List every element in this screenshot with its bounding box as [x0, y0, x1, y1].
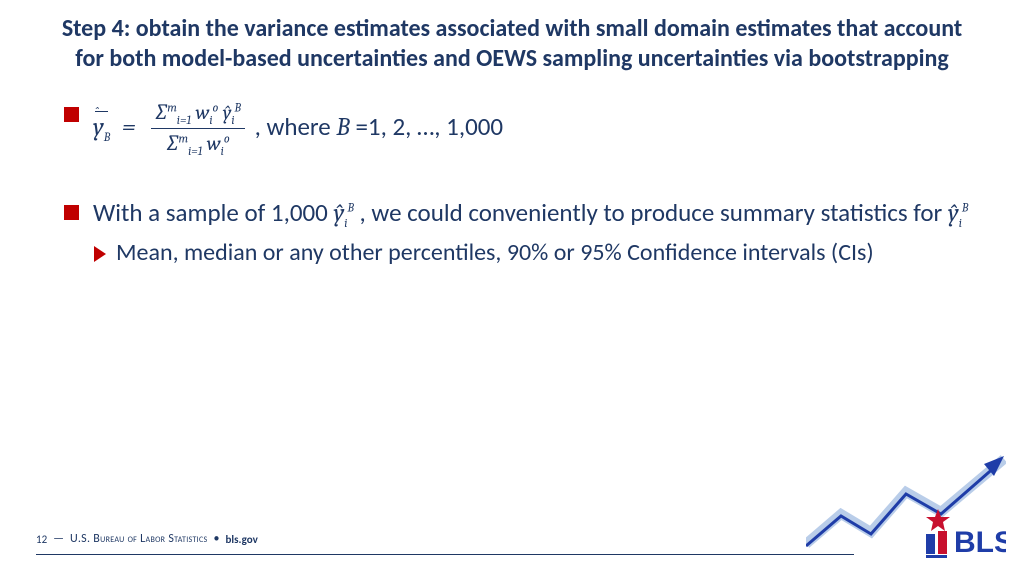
sub-bullet-1-text: Mean, median or any other percentiles, 9… [116, 237, 874, 268]
slide-body: ̂yB = ∑mi=1 wio ŷiB ∑mi=1 wio , where B … [0, 82, 1024, 268]
numerator: ∑mi=1 wio ŷiB [151, 98, 245, 128]
yhat-iB-1: ŷiB [334, 199, 354, 228]
page-number: 12 [36, 533, 47, 546]
bullet-2: With a sample of 1,000 ŷiB , we could co… [64, 196, 974, 231]
footer-rule [36, 554, 854, 555]
logo-text: BLS [954, 526, 1006, 559]
fraction: ∑mi=1 wio ŷiB ∑mi=1 wio [151, 98, 245, 160]
denominator: ∑mi=1 wio [163, 129, 234, 159]
bullet-1: ̂yB = ∑mi=1 wio ŷiB ∑mi=1 wio , where B … [64, 98, 974, 160]
B-range: =1, 2, …, 1,000 [355, 111, 503, 142]
bls-logo: BLS [806, 454, 1006, 564]
yhat-iB-2: ŷiB [948, 199, 968, 228]
ybarhat-symbol: ̂yB [93, 111, 110, 145]
square-bullet-icon [64, 107, 79, 122]
footer-site: bls.gov [226, 533, 258, 546]
slide-footer: 12 — U.S. Bureau of Labor Statistics • b… [36, 532, 258, 546]
sub-bullet-1: Mean, median or any other percentiles, 9… [94, 237, 974, 268]
footer-dot: • [214, 532, 220, 546]
where-label: , where [255, 111, 337, 142]
bullet-2-text: With a sample of 1,000 ŷiB , we could co… [93, 196, 968, 231]
b2-lead: With a sample of 1,000 [93, 197, 334, 228]
b2-mid: , we could conveniently to produce summa… [360, 197, 948, 228]
footer-bureau: U.S. Bureau of Labor Statistics [70, 532, 208, 546]
equals: = [116, 112, 142, 142]
square-bullet-icon [64, 205, 79, 220]
bullet-1-text: ̂yB = ∑mi=1 wio ŷiB ∑mi=1 wio , where B … [93, 98, 503, 160]
B-symbol: B [336, 113, 349, 142]
slide-title: Step 4: obtain the variance estimates as… [0, 0, 1024, 82]
triangle-bullet-icon [94, 246, 106, 262]
footer-sep: — [53, 532, 64, 546]
